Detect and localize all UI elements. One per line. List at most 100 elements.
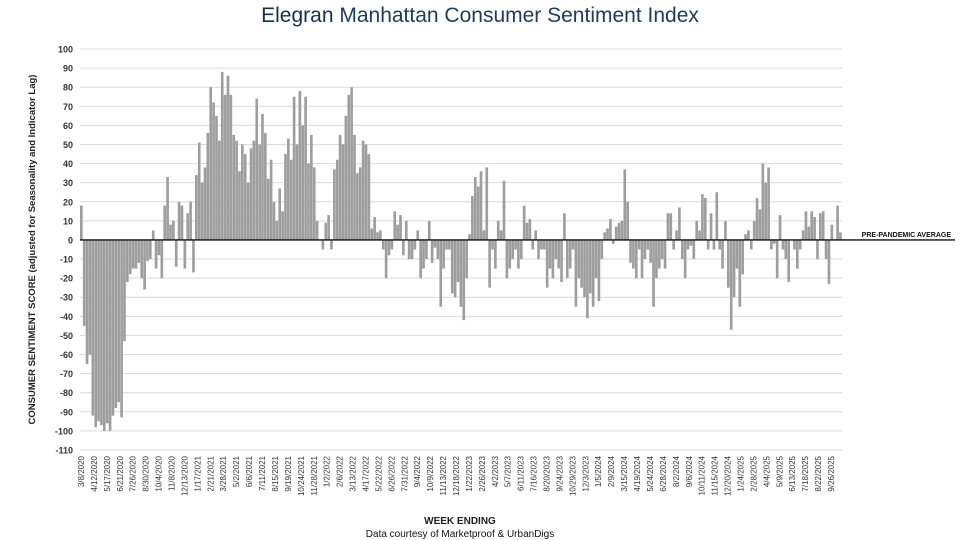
- bar: [379, 230, 382, 240]
- bar: [140, 239, 144, 279]
- bar: [502, 180, 506, 240]
- y-tick-label: 50: [63, 140, 73, 150]
- bar: [220, 71, 224, 240]
- bar: [151, 230, 155, 240]
- y-tick-label: -50: [60, 331, 73, 341]
- bar: [770, 239, 773, 250]
- x-tick-label: 8/22/2025: [814, 455, 823, 491]
- bar: [226, 75, 230, 240]
- bar: [206, 133, 210, 240]
- x-tick-label: 12/20/2024: [724, 455, 733, 496]
- bar: [557, 239, 560, 269]
- bar: [376, 232, 379, 240]
- x-tick-label: 5/24/2024: [646, 455, 655, 491]
- bar: [126, 239, 129, 282]
- bar: [425, 239, 428, 260]
- bar: [600, 239, 604, 260]
- y-tick-label: 30: [63, 178, 73, 188]
- bar: [361, 140, 365, 240]
- bar: [338, 134, 342, 240]
- bar: [367, 154, 371, 240]
- bar: [560, 239, 563, 282]
- bar: [508, 239, 512, 269]
- bar: [453, 239, 457, 298]
- bar: [174, 239, 178, 267]
- bar: [94, 239, 98, 428]
- bar: [669, 213, 673, 240]
- x-tick-label: 1/24/2025: [737, 455, 746, 491]
- x-tick-label: 12/13/2020: [180, 455, 189, 496]
- bar: [295, 144, 299, 240]
- bar: [695, 220, 698, 240]
- y-tick-label: -90: [60, 407, 73, 417]
- bar: [442, 239, 445, 269]
- bar: [238, 171, 241, 240]
- bar: [473, 176, 477, 240]
- bar: [655, 239, 658, 279]
- bar: [212, 102, 215, 240]
- x-tick-label: 7/26/2020: [129, 455, 138, 491]
- bar: [445, 239, 448, 250]
- bar: [465, 239, 468, 279]
- bar: [609, 218, 612, 240]
- bar: [683, 239, 687, 279]
- bar: [215, 115, 218, 240]
- y-tick-label: -20: [60, 274, 73, 284]
- bar: [298, 91, 302, 240]
- bar: [287, 138, 290, 240]
- x-tick-label: 1/22/2023: [465, 455, 474, 491]
- x-tick-label: 9/6/2024: [685, 455, 694, 487]
- bar: [143, 239, 146, 290]
- bar: [686, 239, 690, 250]
- y-tick-label: 10: [63, 216, 73, 226]
- x-tick-label: 3/28/2021: [219, 455, 228, 491]
- bar: [706, 239, 710, 250]
- x-tick-label: 2/9/2024: [607, 455, 616, 487]
- bar: [781, 239, 785, 250]
- y-tick-label: -80: [60, 388, 73, 398]
- bar: [597, 239, 601, 302]
- bar: [577, 239, 581, 279]
- x-tick-label: 10/29/2023: [568, 455, 577, 496]
- bar: [137, 239, 141, 263]
- bar: [252, 140, 256, 240]
- bar: [594, 239, 598, 279]
- bar: [494, 239, 497, 269]
- bar: [117, 239, 121, 403]
- bar: [272, 201, 276, 240]
- bar: [278, 188, 282, 240]
- x-tick-label: 8/30/2020: [142, 455, 151, 491]
- bar: [554, 239, 558, 260]
- bar: [775, 239, 779, 279]
- bar: [243, 154, 247, 240]
- bar: [249, 148, 253, 240]
- bar: [588, 239, 592, 294]
- y-tick-label: 40: [63, 159, 73, 169]
- bar: [712, 239, 716, 250]
- bar: [123, 239, 126, 342]
- bar: [821, 211, 825, 240]
- bar: [197, 142, 201, 240]
- bar: [479, 171, 483, 240]
- bar: [333, 169, 336, 240]
- bar: [456, 239, 460, 282]
- x-axis-label: WEEK ENDING: [424, 516, 496, 527]
- bar: [680, 239, 684, 260]
- bar: [663, 239, 667, 269]
- bar: [496, 220, 500, 240]
- bar: [261, 113, 264, 240]
- bar: [289, 159, 293, 240]
- x-tick-label: 6/26/2022: [387, 455, 396, 491]
- x-tick-label: 4/19/2024: [633, 455, 642, 491]
- bar: [637, 239, 641, 250]
- x-tick-label: 2/28/2025: [749, 455, 758, 491]
- bar: [517, 239, 520, 269]
- bar: [172, 220, 175, 240]
- y-tick-label: 70: [63, 102, 73, 112]
- bar: [827, 239, 831, 284]
- x-tick-label: 7/16/2023: [530, 455, 539, 491]
- bar: [468, 234, 471, 240]
- bar: [246, 182, 250, 240]
- bar: [356, 173, 359, 240]
- bar: [402, 239, 405, 256]
